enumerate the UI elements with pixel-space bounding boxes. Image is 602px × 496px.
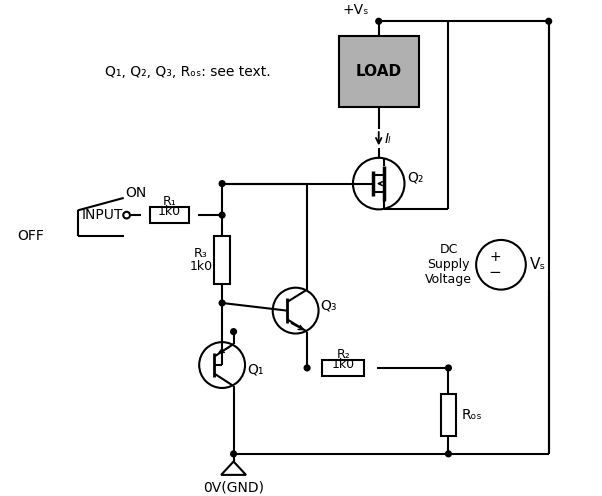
Text: R₂: R₂ (337, 348, 350, 361)
Circle shape (219, 212, 225, 218)
Text: +: + (489, 250, 501, 264)
Circle shape (445, 365, 452, 371)
Text: Q₃: Q₃ (320, 299, 337, 313)
Text: 0V(GND): 0V(GND) (203, 481, 264, 495)
Text: ON: ON (126, 186, 147, 200)
Bar (441, 394, 456, 435)
Text: Rₒₛ: Rₒₛ (462, 408, 482, 422)
Circle shape (546, 18, 551, 24)
Text: LOAD: LOAD (356, 64, 402, 79)
Bar (338, 36, 419, 107)
Text: −: − (489, 265, 501, 280)
Text: R₁: R₁ (163, 195, 176, 208)
Text: DC
Supply
Voltage: DC Supply Voltage (426, 243, 473, 286)
Circle shape (219, 300, 225, 306)
Text: 1k0: 1k0 (190, 260, 213, 273)
Circle shape (231, 451, 237, 457)
Bar (214, 236, 230, 284)
Text: Q₂: Q₂ (408, 171, 424, 185)
Circle shape (304, 365, 310, 371)
Text: +Vₛ: +Vₛ (343, 3, 369, 17)
Text: Vₛ: Vₛ (530, 257, 545, 272)
Text: Q₁, Q₂, Q₃, Rₒₛ: see text.: Q₁, Q₂, Q₃, Rₒₛ: see text. (105, 65, 270, 79)
Text: 1k0: 1k0 (332, 358, 355, 371)
Text: 1k0: 1k0 (158, 205, 181, 218)
Text: INPUT: INPUT (81, 208, 123, 222)
Text: R₃: R₃ (194, 247, 208, 260)
Bar (323, 360, 364, 375)
Text: Q₁: Q₁ (247, 363, 264, 377)
Text: OFF: OFF (17, 229, 45, 243)
Circle shape (231, 329, 237, 334)
Circle shape (219, 181, 225, 186)
Circle shape (376, 18, 382, 24)
Bar (150, 207, 188, 223)
Circle shape (445, 451, 452, 457)
Text: Iₗ: Iₗ (385, 132, 391, 146)
